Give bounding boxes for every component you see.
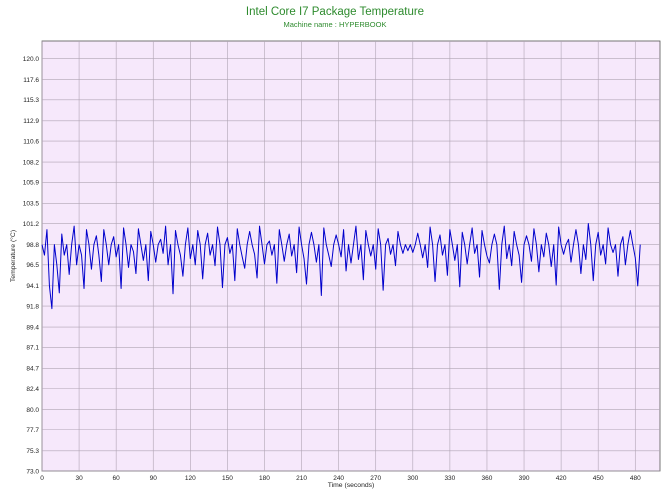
chart-subtitle: Machine name : HYPERBOOK <box>283 20 387 29</box>
y-tick-label: 98.8 <box>26 242 39 249</box>
y-tick-label: 103.5 <box>23 201 40 208</box>
x-axis-label: Time (seconds) <box>328 482 375 489</box>
x-tick-label: 180 <box>259 475 270 482</box>
y-tick-label: 84.7 <box>26 366 39 373</box>
x-tick-label: 0 <box>40 475 44 482</box>
plot-area <box>41 40 661 472</box>
y-tick-label: 105.9 <box>23 180 40 187</box>
y-tick-label: 80.0 <box>26 407 39 414</box>
y-tick-label: 91.8 <box>26 303 39 310</box>
y-tick-label: 108.2 <box>23 159 40 166</box>
y-tick-label: 110.6 <box>23 138 39 145</box>
y-tick-label: 96.5 <box>26 262 39 269</box>
x-tick-label: 270 <box>370 475 381 482</box>
chart-title: Intel Core I7 Package Temperature <box>245 6 425 18</box>
series-line <box>41 223 641 310</box>
y-tick-label: 87.1 <box>26 345 39 352</box>
y-tick-label: 73.0 <box>26 468 39 475</box>
x-tick-labels: 0 30 60 90 120 150 180 210 240 270 300 330 360 390 420… <box>40 475 641 482</box>
y-tick-label: 101.2 <box>23 221 40 228</box>
x-tick-label: 30 <box>75 475 83 482</box>
y-tick-label: 89.4 <box>26 324 39 331</box>
x-tick-label: 450 <box>593 475 604 482</box>
y-tick-labels: 120.0 117.6 115.3 112.9 110.6 108.2 105.9 103.5… <box>23 56 40 475</box>
x-tick-label: 390 <box>519 475 530 482</box>
y-tick-label: 115.3 <box>23 97 39 104</box>
x-tick-label: 360 <box>482 475 493 482</box>
y-axis-label: Temperature (°C) <box>9 230 17 282</box>
y-tick-label: 117.6 <box>23 77 39 84</box>
y-tick-label: 94.1 <box>26 283 39 290</box>
x-tick-label: 420 <box>556 475 567 482</box>
x-tick-label: 330 <box>444 475 455 482</box>
x-tick-label: 210 <box>296 475 307 482</box>
y-tick-label: 82.4 <box>26 386 39 393</box>
x-tick-label: 300 <box>407 475 418 482</box>
x-tick-label: 150 <box>222 475 233 482</box>
x-tick-label: 120 <box>185 475 196 482</box>
x-tick-label: 90 <box>150 475 158 482</box>
grid-lines <box>41 41 660 472</box>
x-tick-label: 240 <box>333 475 344 482</box>
x-tick-label: 60 <box>113 475 121 482</box>
y-tick-label: 77.7 <box>26 427 39 434</box>
x-tick-label: 480 <box>630 475 641 482</box>
y-tick-label: 120.0 <box>23 56 40 63</box>
y-tick-label: 112.9 <box>23 118 39 125</box>
y-tick-label: 75.3 <box>26 448 39 455</box>
